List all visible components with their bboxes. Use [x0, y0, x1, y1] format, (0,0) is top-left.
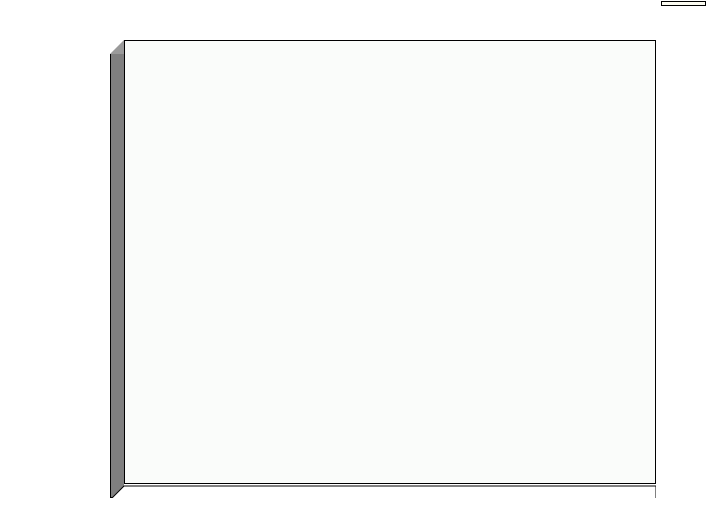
plot-area: [110, 40, 656, 498]
axis-depth-face: [110, 54, 124, 498]
chart-legend: [661, 1, 706, 6]
chart-back-wall: [124, 40, 656, 484]
chart-floor: [111, 485, 656, 498]
axis-depth-top: [110, 40, 124, 54]
